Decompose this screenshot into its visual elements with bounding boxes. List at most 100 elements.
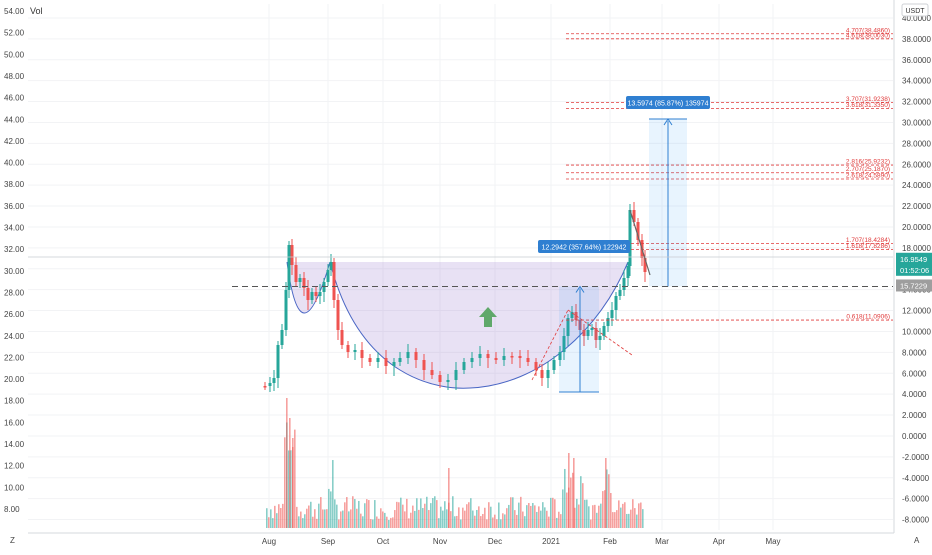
volume-bar: [556, 517, 558, 528]
price-tag-label: 15.7229: [900, 281, 927, 290]
corner-label-right: A: [914, 536, 920, 545]
volume-bar: [478, 506, 480, 528]
candle-body: [329, 262, 333, 270]
trend-line: [531, 309, 569, 381]
candle-body: [284, 290, 288, 330]
volume-bar: [316, 518, 318, 528]
volume-bar: [398, 502, 400, 528]
measure-label-box-2: [626, 96, 710, 109]
volume-bar: [636, 514, 638, 528]
right-axis-tick-label: -4.0000: [902, 474, 930, 483]
volume-bar: [550, 497, 552, 528]
volume-bar: [618, 500, 620, 528]
right-axis-tick-label: 10.0000: [902, 327, 931, 336]
volume-bar: [486, 519, 488, 528]
volume-bar: [354, 499, 356, 528]
candle-body: [502, 356, 506, 360]
candle-body: [518, 356, 522, 358]
candle-body: [406, 352, 410, 358]
x-axis-label: Mar: [655, 537, 669, 546]
volume-bar: [400, 497, 402, 528]
volume-bar: [544, 507, 546, 528]
currency-badge-label: USDT: [905, 8, 925, 15]
left-axis-tick-label: 46.00: [4, 94, 25, 103]
volume-bar: [356, 508, 358, 528]
volume-bar: [426, 496, 428, 528]
volume-bar: [360, 513, 362, 528]
volume-bar: [334, 499, 336, 528]
candle-body: [636, 222, 640, 240]
candle-body: [606, 318, 610, 326]
measure-label-1: 12.2942 (357.64%) 122942: [542, 245, 627, 252]
right-axis-tick-label: 2.0000: [902, 411, 927, 420]
volume-bar: [324, 509, 326, 528]
left-axis-tick-label: 16.00: [4, 418, 25, 427]
volume-bar: [320, 497, 322, 528]
fib-level-label: 3.618(31.3350): [846, 102, 890, 109]
left-axis-tick-label: 54.00: [4, 7, 25, 16]
candle-body: [462, 362, 466, 370]
volume-bar: [280, 508, 282, 528]
volume-bar: [382, 511, 384, 528]
volume-bar: [502, 513, 504, 528]
right-axis-tick-label: 40.0000: [902, 14, 931, 23]
volume-bar: [298, 516, 300, 528]
volume-bar: [528, 503, 530, 528]
volume-bar: [422, 508, 424, 528]
volume-bar: [558, 511, 560, 528]
volume-bar: [464, 510, 466, 528]
volume-bar: [588, 506, 590, 528]
right-axis-tick-label: -2.0000: [902, 453, 930, 462]
volume-bar: [480, 516, 482, 528]
left-axis-tick-label: 52.00: [4, 29, 25, 38]
candle-body: [626, 266, 630, 278]
candle-body: [562, 336, 566, 352]
candle-body: [618, 290, 622, 296]
volume-bar: [474, 515, 476, 528]
volume-bar: [456, 515, 458, 528]
handle-line: [629, 209, 651, 276]
volume-bar: [582, 483, 584, 528]
candle-body: [602, 326, 606, 336]
candle-body: [290, 245, 294, 265]
volume-bar: [462, 507, 464, 528]
right-axis-tick-label: 6.0000: [902, 369, 927, 378]
volume-label: Vol: [30, 6, 43, 16]
fib-level-label: 1.618(17.8286): [846, 243, 890, 250]
left-axis-tick-label: 24.00: [4, 332, 25, 341]
volume-bar: [578, 504, 580, 528]
left-axis-tick-label: 8.00: [4, 505, 20, 514]
volume-bar: [326, 509, 328, 528]
right-axis-tick-label: 24.0000: [902, 181, 931, 190]
candle-body: [314, 292, 318, 296]
candle-body: [566, 318, 570, 336]
volume-bar: [488, 502, 490, 528]
volume-bar: [586, 499, 588, 528]
candle-body: [643, 258, 647, 272]
candle-body: [302, 278, 306, 288]
volume-bar: [630, 509, 632, 528]
x-axis-label: Oct: [377, 537, 390, 546]
volume-bar: [470, 498, 472, 528]
right-axis-tick-label: -6.0000: [902, 495, 930, 504]
volume-bar: [270, 509, 272, 528]
left-axis-tick-label: 50.00: [4, 50, 25, 59]
volume-bar: [284, 437, 286, 528]
volume-bar: [546, 510, 548, 528]
corner-label-left: Z: [10, 536, 15, 545]
fib-level-label: 2.618(24.5890): [846, 172, 890, 179]
right-axis-tick-label: 12.0000: [902, 307, 931, 316]
volume-bar: [570, 477, 572, 528]
trend-line: [567, 309, 633, 356]
volume-bar: [394, 510, 396, 528]
right-axis-tick-label: 36.0000: [902, 56, 931, 65]
volume-bar: [286, 398, 288, 528]
volume-bar: [540, 510, 542, 528]
volume-bar: [288, 450, 290, 528]
volume-bar: [310, 501, 312, 528]
left-axis-tick-label: 18.00: [4, 397, 25, 406]
volume-bar: [612, 512, 614, 528]
volume-bar: [396, 501, 398, 528]
volume-bar: [450, 511, 452, 528]
